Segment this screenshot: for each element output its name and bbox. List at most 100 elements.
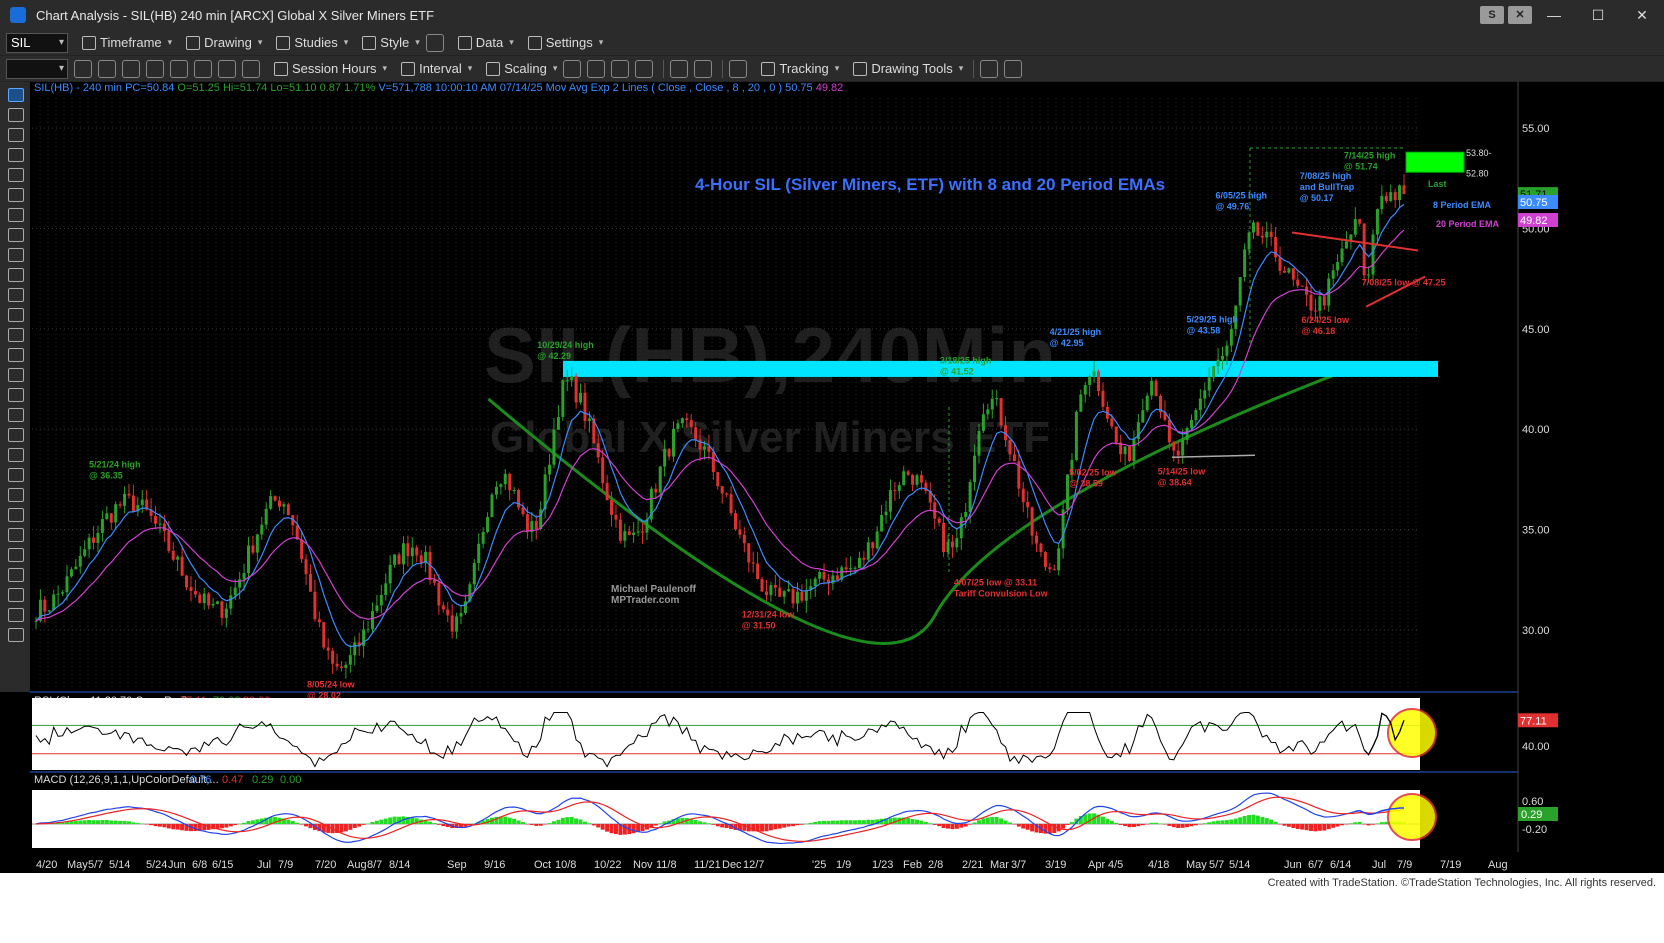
drawing-tool-icon[interactable] xyxy=(8,628,24,642)
macd-histogram-bar xyxy=(1167,824,1172,826)
candle-body xyxy=(366,629,370,631)
layout-icon[interactable] xyxy=(425,33,444,52)
percent-icon[interactable] xyxy=(170,59,188,78)
chart-annotation: 4/07/25 low @ 33.11 xyxy=(954,577,1037,587)
candle-body xyxy=(304,559,308,574)
refresh-icon[interactable] xyxy=(122,59,140,78)
candle-body xyxy=(574,376,578,403)
interval-dropdown[interactable] xyxy=(6,58,68,79)
drawing-tool-icon[interactable] xyxy=(8,488,24,502)
session-hours-menu[interactable]: Session Hours ▾ xyxy=(274,61,387,76)
drawing-tool-icon[interactable] xyxy=(8,208,24,222)
drawing-tool-icon[interactable] xyxy=(8,128,24,142)
macd-histogram-bar xyxy=(1260,816,1265,824)
crosshair-grid-icon[interactable] xyxy=(729,59,748,78)
drawing-tool-icon[interactable] xyxy=(8,188,24,202)
macd-histogram-bar xyxy=(299,824,304,825)
export-icon[interactable] xyxy=(980,59,999,78)
cycle-icon[interactable] xyxy=(146,59,164,78)
candle-body xyxy=(919,475,923,483)
candle-icon[interactable] xyxy=(587,59,606,78)
drawing-tool-icon[interactable] xyxy=(8,548,24,562)
studies-menu[interactable]: Studies ▾ xyxy=(276,35,348,50)
drawing-tool-icon[interactable] xyxy=(8,288,24,302)
macd-histogram-bar xyxy=(126,821,131,824)
zoom-in-icon[interactable] xyxy=(670,59,689,78)
drawing-tool-icon[interactable] xyxy=(8,308,24,322)
candle-body xyxy=(326,647,330,651)
candle-body xyxy=(180,556,184,576)
window-icon[interactable] xyxy=(242,59,260,78)
macd-histogram-bar xyxy=(609,824,614,834)
candle-body xyxy=(1367,274,1371,276)
bar-type-icon[interactable] xyxy=(563,59,582,78)
chart-annotation: @ 51.74 xyxy=(1344,162,1378,172)
symbol-input[interactable]: SIL xyxy=(6,32,68,53)
macd-histogram-bar xyxy=(680,817,685,824)
drawing-tool-icon[interactable] xyxy=(8,328,24,342)
drawing-tools-menu[interactable]: Drawing Tools ▾ xyxy=(853,61,963,76)
data-menu[interactable]: Data ▾ xyxy=(457,35,514,50)
drawing-tool-icon[interactable] xyxy=(8,608,24,622)
drawing-menu[interactable]: Drawing ▾ xyxy=(186,35,262,50)
minimize-icon[interactable]: — xyxy=(1547,7,1561,23)
drawing-tool-icon[interactable] xyxy=(8,148,24,162)
candle-body xyxy=(317,619,321,623)
drawing-tool-icon[interactable] xyxy=(8,588,24,602)
close-icon[interactable]: ✕ xyxy=(1636,7,1648,23)
settings-menu[interactable]: Settings ▾ xyxy=(527,35,603,50)
candle-body xyxy=(782,591,786,597)
zoom-out-icon[interactable] xyxy=(694,59,713,78)
macd-histogram-bar xyxy=(1278,824,1283,825)
drawing-tool-icon[interactable] xyxy=(8,468,24,482)
drawing-tool-icon[interactable] xyxy=(8,248,24,262)
scaling-menu[interactable]: Scaling ▾ xyxy=(486,61,557,76)
macd-histogram-bar xyxy=(565,817,570,824)
hollow-candle-icon[interactable] xyxy=(611,59,630,78)
line-type-icon[interactable] xyxy=(635,59,654,78)
macd-histogram-bar xyxy=(702,822,707,824)
drawing-tool-icon[interactable] xyxy=(8,88,24,102)
drawing-tool-icon[interactable] xyxy=(8,348,24,362)
drawing-tool-icon[interactable] xyxy=(8,108,24,122)
macd-histogram-bar xyxy=(551,821,556,824)
lock-icon[interactable] xyxy=(194,59,212,78)
drawing-tool-icon[interactable] xyxy=(8,388,24,402)
drawing-tool-icon[interactable] xyxy=(8,568,24,582)
support-base-line xyxy=(1171,454,1256,458)
macd-histogram-bar xyxy=(87,819,92,824)
macd-histogram-bar xyxy=(844,820,849,824)
macd-histogram-bar xyxy=(808,822,813,824)
candle-body xyxy=(114,504,118,523)
new-window-icon[interactable] xyxy=(74,59,92,78)
drawing-tool-icon[interactable] xyxy=(8,448,24,462)
tracking-menu[interactable]: Tracking ▾ xyxy=(761,61,839,76)
macd-histogram-bar xyxy=(1238,817,1243,824)
drawing-tool-icon[interactable] xyxy=(8,368,24,382)
macd-histogram-bar xyxy=(175,824,180,830)
link-icon[interactable] xyxy=(98,59,116,78)
chart-area[interactable]: SIL(HB),240Min Global X Silver Miners ETF… xyxy=(0,82,1664,873)
drawing-tool-icon[interactable] xyxy=(8,428,24,442)
candle-body xyxy=(393,554,397,565)
candle-body xyxy=(937,518,941,523)
symbol-link-button[interactable]: S xyxy=(1480,6,1504,24)
grid-icon[interactable] xyxy=(218,59,236,78)
style-menu[interactable]: Style ▾ xyxy=(362,35,420,50)
candle-body xyxy=(1256,222,1260,236)
macd-histogram-bar xyxy=(857,820,862,824)
drawing-tool-icon[interactable] xyxy=(8,408,24,422)
drawing-tool-icon[interactable] xyxy=(8,528,24,542)
maximize-icon[interactable]: ☐ xyxy=(1591,7,1605,23)
close-chart-button[interactable]: ✕ xyxy=(1508,6,1532,24)
timeframe-menu[interactable]: Timeframe ▾ xyxy=(82,35,172,50)
drawing-tool-icon[interactable] xyxy=(8,508,24,522)
drawing-tool-icon[interactable] xyxy=(8,168,24,182)
candle-body xyxy=(96,532,100,543)
candle-body xyxy=(136,505,140,512)
cloud-icon[interactable] xyxy=(1004,59,1023,78)
drawing-tool-icon[interactable] xyxy=(8,228,24,242)
interval-menu[interactable]: Interval ▾ xyxy=(401,61,472,76)
drawing-tool-icon[interactable] xyxy=(8,268,24,282)
